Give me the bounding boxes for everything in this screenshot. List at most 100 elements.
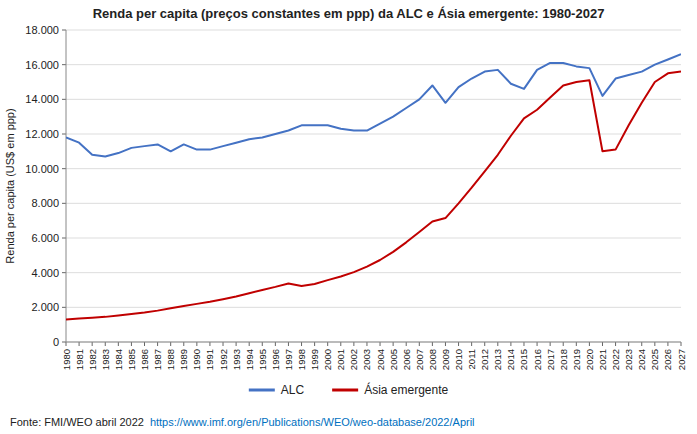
- x-tick: [641, 342, 642, 346]
- x-tick-label: 1983: [100, 349, 111, 370]
- x-tick: [131, 342, 132, 346]
- y-tick: [62, 99, 66, 100]
- y-tick: [62, 134, 66, 135]
- grid-line: [66, 342, 681, 343]
- x-tick-label: 2007: [414, 349, 425, 370]
- x-tick-label: 1995: [257, 349, 268, 370]
- x-tick-label: 1991: [204, 349, 215, 370]
- grid-line: [66, 134, 681, 135]
- grid: [66, 30, 681, 342]
- x-tick-label: 2023: [623, 349, 634, 370]
- x-tick: [576, 342, 577, 346]
- y-tick: [62, 238, 66, 239]
- footnote: Fonte: FMI/WEO abril 2022: [10, 416, 144, 428]
- x-tick: [196, 342, 197, 346]
- x-tick: [366, 342, 367, 346]
- x-tick-label: 2022: [610, 349, 621, 370]
- grid-line: [66, 64, 681, 65]
- x-tick: [471, 342, 472, 346]
- x-tick-label: 1998: [296, 349, 307, 370]
- y-tick-label: 2.000: [31, 301, 59, 313]
- x-tick-label: 1986: [139, 349, 150, 370]
- x-tick-label: 2011: [466, 349, 477, 369]
- x-tick: [589, 342, 590, 346]
- x-tick: [183, 342, 184, 346]
- x-axis-line: [66, 342, 681, 343]
- x-tick-label: 2005: [388, 349, 399, 370]
- x-tick-label: 2016: [532, 349, 543, 370]
- x-tick-label: 2012: [479, 349, 490, 370]
- legend: ALCÁsia emergente: [249, 382, 449, 397]
- x-tick-label: 1988: [165, 349, 176, 370]
- y-axis-line: [66, 30, 67, 342]
- x-tick-label: 2017: [545, 349, 556, 370]
- y-tick-label: 10.000: [25, 163, 59, 175]
- x-tick-label: 2018: [558, 349, 569, 370]
- legend-label: Ásia emergente: [364, 382, 448, 397]
- footnote: https://www.imf.org/en/Publications/WEO/…: [150, 416, 475, 428]
- title: Renda per capita (preços constantes em p…: [93, 6, 605, 21]
- y-axis-label: Renda per capita (US$ em ppp): [4, 108, 16, 263]
- x-tick-label: 1997: [283, 349, 294, 370]
- chart: Renda per capita (preços constantes em p…: [0, 0, 697, 434]
- x-tick-label: 1994: [244, 349, 255, 370]
- x-tick: [66, 342, 67, 346]
- x-tick: [445, 342, 446, 346]
- x-tick-label: 1984: [113, 349, 124, 370]
- x-tick: [484, 342, 485, 346]
- x-tick-label: 2006: [401, 349, 412, 370]
- x-tick: [209, 342, 210, 346]
- x-tick: [602, 342, 603, 346]
- x-tick: [628, 342, 629, 346]
- x-tick: [144, 342, 145, 346]
- plot-area: [66, 54, 681, 319]
- x-tick-label: 2002: [348, 349, 359, 370]
- y-tick-label: 0: [53, 336, 59, 348]
- grid-line: [66, 307, 681, 308]
- x-tick: [537, 342, 538, 346]
- x-tick-label: 1996: [270, 349, 281, 370]
- grid-line: [66, 272, 681, 273]
- x-tick: [118, 342, 119, 346]
- x-tick-label: 2009: [440, 349, 451, 370]
- x-tick-label: 2024: [636, 349, 647, 370]
- x-tick: [667, 342, 668, 346]
- x-tick-label: 1990: [191, 349, 202, 370]
- grid-line: [66, 99, 681, 100]
- x-tick-label: 2003: [361, 349, 372, 370]
- x-tick: [92, 342, 93, 346]
- y-tick-label: 4.000: [31, 267, 59, 279]
- legend-item: Ásia emergente: [332, 382, 448, 397]
- y-tick-label: 18.000: [25, 24, 59, 36]
- grid-line: [66, 168, 681, 169]
- x-tick: [340, 342, 341, 346]
- x-tick-label: 2001: [335, 349, 346, 370]
- x-tick-label: 2015: [518, 349, 529, 370]
- x-tick-label: 2019: [571, 349, 582, 370]
- grid-line: [66, 30, 681, 31]
- x-tick-label: 2014: [505, 349, 516, 370]
- x-tick-label: 1982: [87, 349, 98, 370]
- x-tick-label: 2013: [492, 349, 503, 370]
- x-tick-label: 2004: [375, 349, 386, 370]
- x-tick-label: 2027: [676, 349, 687, 370]
- x-tick-label: 1985: [126, 349, 137, 370]
- y-tick: [62, 342, 66, 343]
- x-tick: [380, 342, 381, 346]
- x-tick: [353, 342, 354, 346]
- x-tick: [275, 342, 276, 346]
- x-tick-label: 2021: [597, 349, 608, 370]
- x-tick: [249, 342, 250, 346]
- y-tick: [62, 64, 66, 65]
- x-tick: [314, 342, 315, 346]
- x-tick-label: 2000: [322, 349, 333, 370]
- series-line: [66, 54, 681, 156]
- x-tick-label: 2025: [649, 349, 660, 370]
- x-tick-label: 1992: [218, 349, 229, 370]
- x-tick: [615, 342, 616, 346]
- x-tick: [170, 342, 171, 346]
- y-tick-label: 12.000: [25, 128, 59, 140]
- x-tick: [681, 342, 682, 346]
- x-tick-label: 1993: [231, 349, 242, 370]
- x-tick-label: 2020: [584, 349, 595, 370]
